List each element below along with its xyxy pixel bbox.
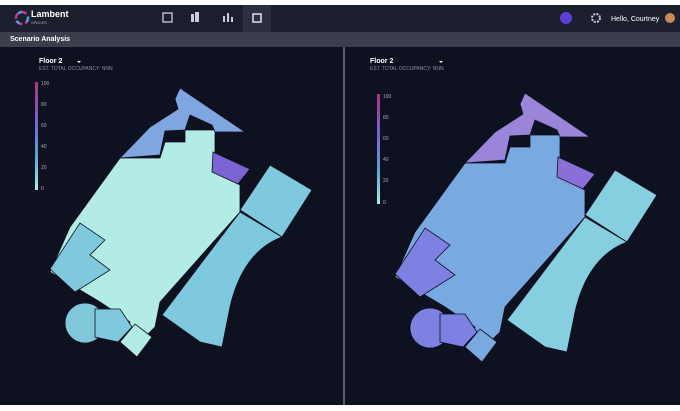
logo-icon	[14, 10, 30, 26]
legend-label: 80	[383, 115, 389, 121]
floor-plan[interactable]	[49, 87, 313, 358]
legend-label: 20	[383, 178, 389, 184]
header-graphics: Lambent SPACES Hello, Courtney	[14, 5, 675, 32]
nav-map[interactable]	[162, 12, 173, 23]
notification-icon[interactable]	[560, 12, 572, 24]
legend-label: 60	[383, 136, 389, 142]
occupancy: EST. TOTAL OCCUPANCY: NNN	[370, 66, 444, 72]
greeting: Hello, Courtney	[611, 16, 660, 23]
floor-selector[interactable]: Floor 2	[39, 58, 62, 65]
logo-subtext: SPACES	[31, 20, 47, 25]
header: Lambent SPACES Hello, Courtney	[0, 5, 680, 32]
settings-icon[interactable]	[591, 13, 601, 23]
legend-label: 100	[41, 81, 50, 87]
floor-plan[interactable]	[394, 92, 658, 363]
legend-label: 0	[41, 186, 44, 192]
legend-label: 20	[41, 165, 47, 171]
legend-label: 60	[41, 123, 47, 129]
logo-text: Lambent	[31, 9, 69, 19]
legend-bar	[35, 82, 38, 190]
nav-chart[interactable]	[223, 13, 233, 22]
nav-building[interactable]	[191, 14, 194, 22]
floor-selector[interactable]: Floor 2	[370, 58, 393, 65]
toolbar-title: Scenario Analysis	[10, 36, 71, 43]
panel-right: Floor 2 EST. TOTAL OCCUPANCY: NNN 100 80…	[370, 58, 658, 363]
avatar[interactable]	[665, 13, 675, 23]
legend-label: 40	[383, 157, 389, 163]
occupancy: EST. TOTAL OCCUPANCY: NNN	[39, 66, 113, 72]
legend-label: 100	[383, 94, 392, 100]
legend-label: 0	[383, 200, 386, 206]
panel-left: Floor 2 EST. TOTAL OCCUPANCY: NNN 100 80…	[35, 58, 313, 358]
legend-label: 80	[41, 102, 47, 108]
legend-label: 40	[41, 144, 47, 150]
dropdown-arrow	[77, 61, 81, 63]
dropdown-arrow	[439, 61, 443, 63]
nav-building-2	[195, 12, 199, 22]
app: Lambent SPACES Hello, Courtney Scenario …	[0, 5, 680, 405]
content: Floor 2 EST. TOTAL OCCUPANCY: NNN 100 80…	[35, 47, 658, 405]
legend-bar	[377, 94, 380, 204]
nav-active[interactable]	[243, 5, 271, 32]
nav-scenario	[252, 13, 262, 23]
toolbar: Scenario Analysis	[0, 32, 680, 47]
